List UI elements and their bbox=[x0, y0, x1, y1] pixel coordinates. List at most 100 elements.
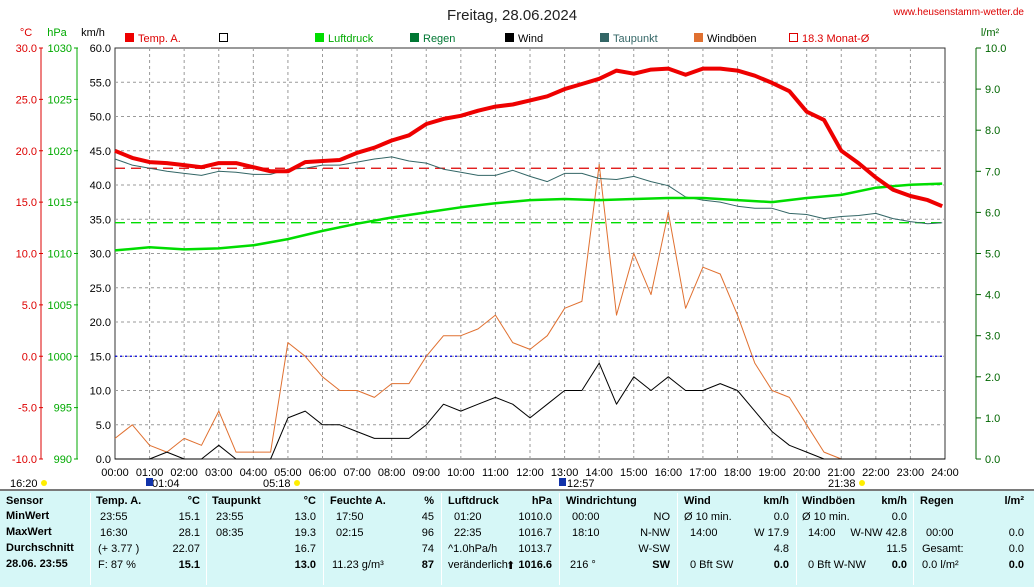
series-wind bbox=[115, 362, 945, 460]
gust-header: Windböen bbox=[802, 495, 856, 507]
wind-column: Wind km/h Ø 10 min. 0.0 14:00 W 17.9 4.8 0 … bbox=[684, 495, 789, 575]
x-tick-label: 11:00 bbox=[482, 467, 509, 479]
dew-current: 13.0 bbox=[294, 559, 316, 571]
chart-title: Freitag, 28.06.2024 bbox=[447, 7, 577, 24]
reference-lines bbox=[115, 167, 945, 357]
minwert-label: MinWert bbox=[6, 510, 50, 522]
press-trend-label: ^1.0hPa/h bbox=[448, 543, 498, 555]
press-max-time: 22:35 bbox=[454, 527, 482, 539]
legend-swatch bbox=[694, 33, 703, 42]
legend-label: Luftdruck bbox=[328, 33, 374, 45]
maxwert-label: MaxWert bbox=[6, 526, 52, 538]
hum-max-time: 02:15 bbox=[336, 527, 364, 539]
durchschnitt-label: Durchschnitt bbox=[6, 542, 74, 554]
legend-swatch bbox=[219, 33, 228, 42]
chart-axes: 30.0 25.0 20.0 15.0 10.0 5.0 0.0 -5.0 -10.0 °C 103… bbox=[10, 27, 1006, 489]
marker-icon bbox=[146, 478, 153, 486]
dir-min-time: 00:00 bbox=[572, 511, 600, 523]
x-tick-label: 12:00 bbox=[516, 467, 544, 479]
temp-axis-tick-label: 5.0 bbox=[22, 300, 37, 312]
x-tick-label: 01:00 bbox=[136, 467, 164, 479]
rain-total: 0.0 bbox=[1008, 543, 1024, 555]
dir-max-time: 18:10 bbox=[572, 527, 600, 539]
press-weather-label: veränderlich bbox=[448, 559, 508, 571]
hum-max: 96 bbox=[421, 527, 434, 539]
wind-axis-tick-label: 35.0 bbox=[90, 214, 111, 226]
wind-axis-tick-label: 60.0 bbox=[90, 43, 111, 55]
dir-header: Windrichtung bbox=[566, 495, 637, 507]
temp-column: Temp. A. °C 23:55 15.1 16:30 28.1 (+ 3.77 )… bbox=[96, 495, 200, 575]
temp-unit: °C bbox=[187, 495, 200, 507]
site-url[interactable]: www.heusenstamm-wetter.de bbox=[892, 7, 1024, 18]
rain-axis-tick-label: 7.0 bbox=[985, 166, 1000, 178]
gust-avg: 11.5 bbox=[886, 543, 907, 555]
dew-max: 19.3 bbox=[294, 527, 316, 539]
hum-unit: % bbox=[424, 495, 434, 507]
rain-unit: l/m² bbox=[1004, 495, 1024, 507]
x-tick-label: 22:00 bbox=[862, 467, 890, 479]
row-labels-column: Sensor MinWert MaxWert Durchschnitt 28.0… bbox=[6, 495, 88, 574]
statistics-table: Sensor MinWert MaxWert Durchschnitt 28.0… bbox=[0, 489, 1034, 587]
rain-axis-tick-label: 8.0 bbox=[985, 125, 1000, 137]
x-tick-label: 19:00 bbox=[758, 467, 786, 479]
series-windb-en bbox=[114, 163, 945, 460]
hum-min: 45 bbox=[421, 511, 434, 523]
wind-current: 0.0 bbox=[773, 559, 789, 571]
hum-avg: 74 bbox=[421, 543, 434, 555]
winddir-column: Windrichtung 00:00 NO 18:10 N-NW W-SW 216 … bbox=[566, 495, 670, 575]
rain-current-label: 0.0 l/m² bbox=[922, 559, 959, 571]
temp-avg: 22.07 bbox=[172, 543, 200, 555]
hum-header: Feuchte A. bbox=[330, 495, 386, 507]
x-tick-label: 15:00 bbox=[620, 467, 648, 479]
rain-axis-tick-label: 9.0 bbox=[985, 84, 1000, 96]
wind-axis-tick-label: 40.0 bbox=[90, 180, 111, 192]
temp-axis-unit: °C bbox=[20, 27, 32, 39]
pressure-axis-tick-label: 1025 bbox=[48, 94, 72, 106]
pressure-axis-tick-label: 1015 bbox=[48, 197, 72, 209]
x-tick-label: 20:00 bbox=[793, 467, 821, 479]
gust-column: Windböen km/h Ø 10 min. 0.0 14:00 W-NW 42.8… bbox=[802, 495, 907, 575]
dew-min-time: 23:55 bbox=[216, 511, 244, 523]
rain-axis-tick-label: 4.0 bbox=[985, 290, 1000, 302]
series-taupunkt bbox=[114, 156, 943, 225]
wind-max: W 17.9 bbox=[754, 527, 789, 539]
x-tick-label: 08:00 bbox=[378, 467, 406, 479]
prev-sunset-label: 16:20 bbox=[10, 478, 38, 489]
press-max: 1016.7 bbox=[518, 527, 552, 539]
temp-axis-tick-label: 30.0 bbox=[16, 43, 37, 55]
rain-axis-tick-label: 3.0 bbox=[985, 331, 1000, 343]
temp-current: 15.1 bbox=[178, 559, 200, 571]
x-tick-label: 03:00 bbox=[205, 467, 233, 479]
chart-legend: Temp. A. Luftdruck Regen Wind Taupunkt Windbö… bbox=[125, 33, 870, 45]
legend-label: Taupunkt bbox=[613, 33, 658, 45]
legend-swatch bbox=[789, 33, 798, 42]
wind-axis-tick-label: 55.0 bbox=[90, 77, 111, 89]
pressure-axis-tick-label: 1000 bbox=[48, 351, 72, 363]
x-tick-label: 13:00 bbox=[551, 467, 579, 479]
gust-min-label: Ø 10 min. bbox=[802, 511, 850, 523]
dir-max: N-NW bbox=[640, 527, 670, 539]
rain-axis-tick-label: 2.0 bbox=[985, 372, 1000, 384]
sun-icon bbox=[41, 480, 47, 486]
marker-label: 01:04 bbox=[152, 478, 180, 489]
rain-min: 0.0 bbox=[1008, 527, 1024, 539]
wind-beaufort: 0 Bft SW bbox=[690, 559, 734, 571]
hum-abs-label: 11.23 g/m³ bbox=[332, 559, 384, 571]
chart-series bbox=[114, 66, 945, 460]
hum-current: 87 bbox=[421, 559, 434, 571]
gust-min: 0.0 bbox=[891, 511, 907, 523]
x-tick-label: 04:00 bbox=[240, 467, 268, 479]
temp-axis-tick-label: 10.0 bbox=[16, 249, 37, 261]
rain-axis-tick-label: 5.0 bbox=[985, 249, 1000, 261]
dewpoint-column: Taupunkt °C 23:55 13.0 08:35 19.3 16.7 13.0 bbox=[212, 495, 316, 575]
dir-current: SW bbox=[652, 559, 670, 571]
temp-axis-tick-label: 20.0 bbox=[16, 146, 37, 158]
dir-degrees: 216 ° bbox=[570, 559, 596, 571]
wind-unit: km/h bbox=[763, 495, 789, 507]
temp-header: Temp. A. bbox=[96, 495, 142, 507]
wind-min: 0.0 bbox=[773, 511, 789, 523]
sun-icon bbox=[294, 480, 300, 486]
temp-max: 28.1 bbox=[178, 527, 200, 539]
wind-avg: 4.8 bbox=[773, 543, 789, 555]
x-tick-label: 02:00 bbox=[170, 467, 198, 479]
